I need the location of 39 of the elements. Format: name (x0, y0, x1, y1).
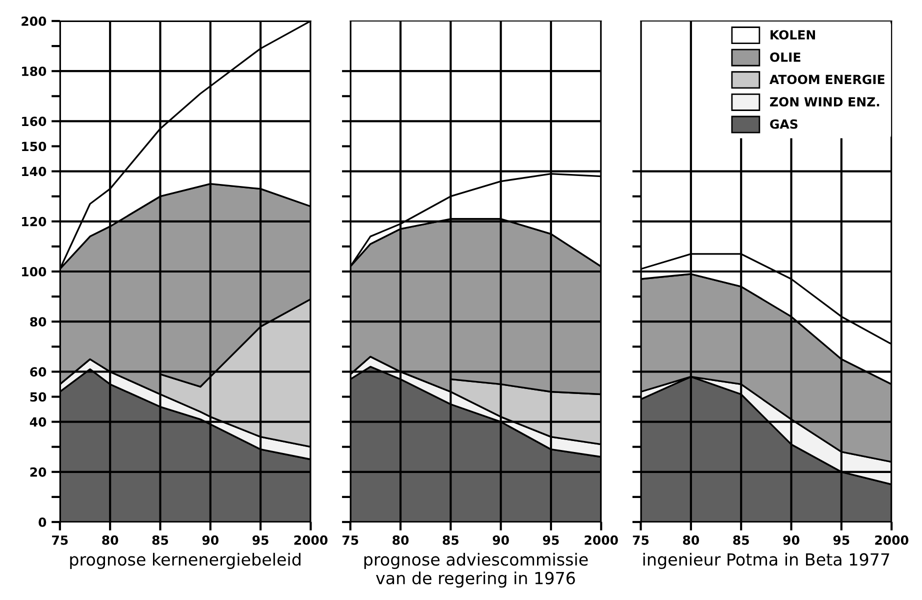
x-tick-label: 2000 (875, 535, 908, 545)
x-tick-label: 90 (783, 535, 800, 545)
x-tick-label: 95 (542, 535, 559, 545)
legend-label: OLIE (770, 52, 800, 62)
legend-label: GAS (770, 119, 798, 129)
x-axis-title: prognose adviescommissie van de regering in 1976 (364, 552, 588, 588)
y-tick-label: 50 (30, 392, 46, 402)
x-tick-label: 95 (833, 535, 850, 545)
y-tick-label: 100 (22, 266, 46, 276)
y-tick-label: 200 (22, 16, 46, 26)
y-tick-label: 180 (22, 66, 46, 76)
y-tick-label: 80 (30, 317, 46, 327)
y-tick-label: 20 (30, 467, 46, 477)
y-tick-label: 40 (30, 417, 46, 427)
legend-label: KOLEN (770, 30, 815, 40)
x-tick-label: 85 (152, 535, 168, 545)
y-tick-label: 0 (38, 517, 46, 527)
legend-label: ZON WIND ENZ. (770, 97, 880, 106)
x-tick-label: 75 (342, 536, 358, 545)
y-tick-label: 120 (22, 216, 46, 226)
x-axis-title: prognose kernenergiebeleid (70, 552, 300, 569)
x-tick-label: 80 (683, 535, 700, 545)
x-tick-label: 2000 (294, 535, 328, 545)
y-tick-label: 60 (30, 367, 46, 377)
x-axis-title: ingenieur Potma in Beta 1977 (643, 552, 890, 569)
y-tick-label: 160 (22, 116, 46, 126)
legend-label: ATOOM ENERGIE (769, 74, 884, 84)
x-tick-label: 2000 (584, 535, 618, 545)
x-tick-label: 85 (442, 535, 458, 545)
x-tick-label: 80 (392, 535, 409, 545)
x-tick-label: 75 (52, 536, 68, 545)
x-tick-label: 85 (733, 535, 749, 545)
x-tick-label: 90 (492, 535, 509, 545)
x-tick-label: 90 (202, 535, 218, 545)
x-tick-label: 95 (252, 535, 268, 545)
x-tick-label: 75 (632, 536, 649, 545)
x-tick-label: 80 (102, 535, 118, 545)
y-tick-label: 140 (22, 166, 46, 176)
y-tick-label: 150 (22, 142, 46, 152)
